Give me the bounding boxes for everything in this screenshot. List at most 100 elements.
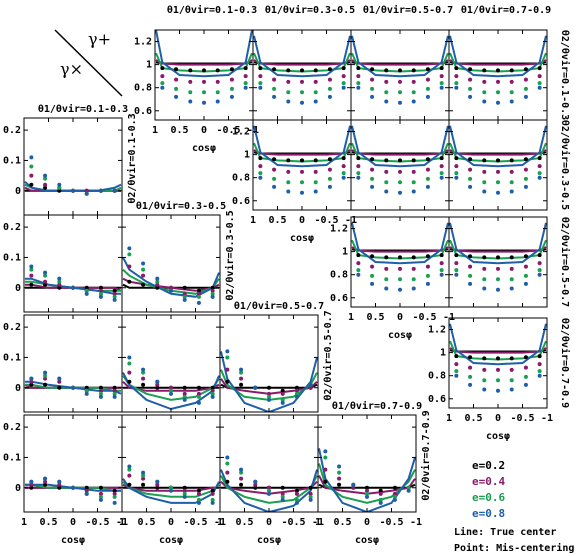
mis-centering-point	[337, 470, 342, 475]
mis-centering-point	[57, 485, 62, 490]
x-tick-label: 0	[201, 125, 207, 136]
mis-centering-point	[225, 461, 230, 466]
panel	[220, 455, 318, 512]
mis-centering-point	[300, 180, 304, 185]
panel-frame	[23, 414, 123, 513]
mis-centering-point	[509, 255, 514, 260]
y-tick-label: 1	[440, 348, 446, 359]
x-tick-label: -0.5	[281, 517, 305, 528]
mis-centering-point	[523, 374, 528, 379]
x-tick-label: 0	[495, 413, 501, 424]
mis-centering-point	[313, 158, 318, 163]
mis-centering-point	[258, 175, 263, 180]
mis-centering-point	[57, 185, 62, 190]
true-center-line	[155, 59, 253, 66]
mis-centering-point	[313, 79, 318, 84]
mis-centering-point	[84, 488, 89, 493]
mis-centering-point	[384, 90, 389, 95]
mis-centering-point	[496, 356, 500, 361]
legend-note: Line: True center	[454, 526, 556, 538]
mis-centering-point	[112, 494, 117, 499]
mis-centering-point	[272, 94, 277, 99]
mis-centering-point	[439, 175, 444, 180]
mis-centering-point	[196, 385, 201, 390]
x-axis-label: cosφ	[61, 535, 85, 546]
mis-centering-point	[439, 74, 444, 79]
mis-centering-point	[496, 287, 500, 292]
mis-centering-point	[439, 156, 444, 161]
mis-centering-point	[523, 176, 528, 181]
mis-centering-point	[425, 67, 430, 72]
mis-centering-point	[398, 190, 402, 195]
mis-centering-point	[454, 354, 459, 359]
panel	[449, 323, 547, 393]
mis-centering-point	[243, 85, 248, 90]
mis-centering-point	[169, 285, 173, 290]
mis-centering-point	[188, 90, 193, 95]
panel-frame	[448, 119, 548, 211]
mis-centering-point	[398, 68, 402, 73]
mis-centering-point	[496, 180, 500, 185]
mis-centering-point	[182, 494, 187, 499]
mis-centering-point	[210, 285, 215, 290]
true-center-line	[351, 222, 449, 265]
panel	[449, 35, 547, 105]
mis-centering-point	[43, 476, 48, 481]
mis-centering-point	[286, 99, 291, 104]
mis-centering-point	[57, 379, 62, 384]
mis-centering-point	[127, 464, 132, 469]
mis-centering-point	[225, 455, 230, 460]
mis-centering-point	[454, 175, 459, 180]
mis-centering-point	[300, 90, 304, 95]
panel	[24, 370, 122, 399]
true-center-line	[449, 35, 547, 78]
mis-centering-point	[356, 66, 361, 71]
mis-centering-point	[202, 68, 206, 73]
x-tick-label: -0.5	[510, 413, 534, 424]
mis-centering-point	[313, 90, 318, 95]
mis-centering-point	[294, 500, 299, 505]
mis-centering-point	[509, 180, 514, 185]
mis-centering-point	[411, 180, 416, 185]
true-center-line	[351, 149, 449, 156]
mis-centering-point	[523, 382, 528, 387]
x-tick-label: 0.5	[137, 517, 155, 528]
mis-centering-point	[341, 66, 346, 71]
mis-centering-point	[112, 291, 117, 296]
mis-centering-point	[509, 189, 514, 194]
mis-centering-point	[29, 267, 34, 272]
x-tick-label: 0.5	[235, 517, 253, 528]
panel-frame	[448, 317, 548, 409]
mis-centering-point	[482, 378, 487, 383]
mis-centering-point	[496, 100, 500, 105]
mis-centering-point	[280, 497, 285, 502]
mis-centering-point	[411, 68, 416, 73]
mis-centering-point	[280, 491, 285, 496]
mis-centering-point	[253, 485, 258, 490]
mis-centering-point	[523, 77, 528, 82]
mis-centering-point	[29, 382, 34, 387]
x-tick-label: -0.5	[314, 215, 338, 226]
x-tick-label: 0.5	[170, 125, 188, 136]
mis-centering-point	[84, 391, 89, 396]
panel	[351, 125, 449, 195]
mis-centering-point	[57, 188, 62, 193]
mis-centering-point	[272, 184, 277, 189]
panel-frame	[350, 29, 450, 121]
mis-centering-point	[169, 288, 173, 293]
mis-centering-point	[169, 388, 173, 393]
mis-centering-point	[258, 171, 263, 176]
x-tick-label: 1	[119, 517, 125, 528]
mis-centering-point	[210, 500, 215, 505]
x-tick-label: 0.5	[464, 413, 482, 424]
mis-centering-point	[468, 176, 473, 181]
x-axis-label: cosφ	[355, 535, 379, 546]
mis-centering-point	[425, 184, 430, 189]
mis-centering-point	[98, 385, 103, 390]
panel	[122, 464, 220, 505]
mis-centering-point	[43, 370, 48, 375]
mis-centering-point	[182, 294, 187, 299]
mis-centering-point	[127, 264, 132, 269]
mis-centering-point	[356, 261, 361, 266]
mis-centering-point	[378, 497, 383, 502]
